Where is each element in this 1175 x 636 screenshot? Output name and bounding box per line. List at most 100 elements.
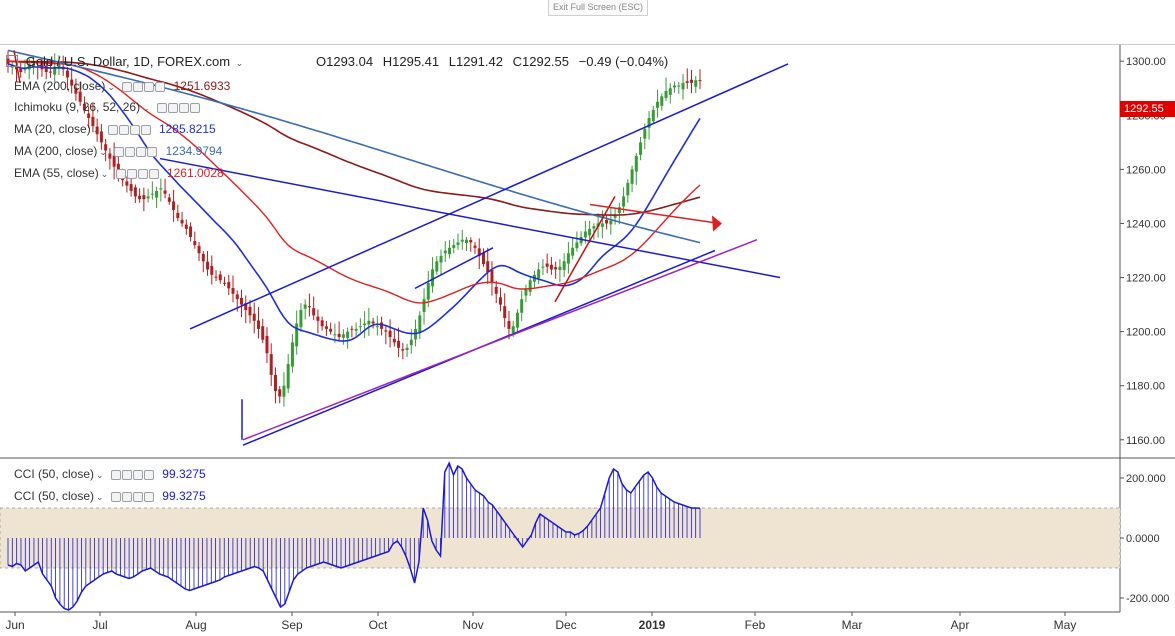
candle-body — [426, 282, 430, 300]
plus-icon[interactable] — [137, 169, 148, 179]
candle-body — [104, 144, 108, 151]
candle-body — [562, 261, 566, 270]
candle-body — [507, 320, 511, 329]
symbol-legend[interactable]: Gold / U.S. Dollar, 1D, FOREX.com ⌄ — [6, 55, 243, 70]
legend-buttons[interactable] — [115, 168, 160, 182]
legend-label: MA (20, close) — [14, 122, 91, 136]
plus-icon[interactable] — [132, 492, 143, 502]
legend-buttons[interactable] — [122, 81, 166, 95]
close-icon[interactable] — [143, 492, 154, 502]
ohlc-high: H1295.41 — [382, 54, 440, 69]
chevron-down-icon[interactable]: ⌄ — [92, 125, 101, 135]
candle-body — [227, 282, 231, 289]
candle-body — [210, 265, 214, 275]
legend-ema55[interactable]: EMA (55, close) ⌄ 1261.0028 — [14, 166, 224, 182]
candle-body — [108, 153, 112, 159]
legend-value: 1261.0028 — [166, 166, 224, 180]
ohlc-close: C1292.55 — [512, 54, 569, 69]
candle-body — [520, 299, 524, 313]
candle-body — [554, 267, 558, 270]
time-tick-label: Dec — [555, 618, 576, 632]
legend-buttons[interactable] — [156, 102, 201, 116]
chevron-down-icon[interactable]: ⌄ — [107, 82, 115, 92]
time-tick-label: 2019 — [639, 618, 666, 632]
legend-value: 1285.8215 — [158, 122, 216, 136]
gear-icon[interactable] — [167, 103, 178, 113]
candle-body — [48, 71, 52, 73]
candle-body — [252, 313, 256, 321]
plus-icon[interactable] — [132, 470, 143, 480]
legend-cci-1[interactable]: CCI (50, close) ⌄ 99.3275 — [14, 467, 206, 483]
time-tick-label: Aug — [185, 618, 206, 632]
chevron-down-icon[interactable]: ⌄ — [100, 169, 109, 179]
candle-body — [333, 334, 337, 336]
legend-ma200[interactable]: MA (200, close) ⌄ 1234.9794 — [14, 144, 222, 160]
candle-body — [418, 315, 422, 333]
gear-icon[interactable] — [126, 169, 137, 179]
close-icon[interactable] — [140, 125, 151, 135]
candle-body — [668, 88, 672, 95]
legend-buttons[interactable] — [110, 491, 155, 505]
cci-tick-label: 200.000 — [1126, 473, 1166, 485]
eye-icon[interactable] — [115, 169, 126, 179]
plus-icon[interactable] — [136, 147, 147, 157]
candle-body — [193, 241, 197, 246]
candle-body — [180, 219, 184, 224]
close-icon[interactable] — [155, 82, 166, 92]
eye-icon[interactable] — [122, 82, 133, 92]
legend-ema200[interactable]: EMA (200, close) ⌄ 1251.6933 — [14, 79, 230, 95]
gear-icon[interactable] — [133, 82, 144, 92]
candle-body — [456, 242, 460, 245]
candle-body — [299, 309, 303, 328]
chevron-down-icon[interactable]: ⌄ — [99, 147, 107, 157]
eye-icon[interactable] — [110, 470, 121, 480]
candle-body — [647, 118, 651, 128]
eye-icon[interactable] — [156, 103, 167, 113]
chevron-down-icon[interactable]: ⌄ — [96, 470, 104, 480]
legend-ichimoku[interactable]: Ichimoku (9, 26, 52, 26) ⌄ — [14, 100, 201, 116]
candle-body — [295, 323, 299, 347]
close-icon[interactable] — [147, 147, 158, 157]
eye-icon[interactable] — [107, 125, 118, 135]
gear-icon[interactable] — [118, 125, 129, 135]
candle-body — [341, 334, 345, 338]
legend-ma20[interactable]: MA (20, close) ⌄ 1285.8215 — [14, 122, 216, 138]
descending-trendline — [159, 157, 781, 279]
candle-body — [223, 282, 227, 284]
time-tick-label: Sep — [281, 618, 303, 632]
legend-cci-2[interactable]: CCI (50, close) ⌄ 99.3275 — [14, 489, 206, 505]
collapse-icon[interactable] — [6, 55, 18, 67]
candle-body — [116, 163, 120, 173]
chevron-down-icon[interactable]: ⌄ — [142, 103, 150, 113]
candle-body — [133, 187, 137, 197]
candle-body — [660, 96, 664, 106]
candle-body — [19, 68, 23, 73]
exit-fullscreen-button[interactable]: Exit Full Screen (ESC) — [548, 0, 649, 16]
candle-body — [677, 85, 681, 87]
legend-label: Ichimoku (9, 26, 52, 26) — [14, 100, 141, 114]
ohlc-change: −0.49 (−0.04%) — [578, 54, 669, 69]
close-icon[interactable] — [189, 103, 200, 113]
candle-body — [265, 335, 269, 354]
time-tick-label: Nov — [462, 618, 483, 632]
eye-icon[interactable] — [114, 147, 125, 157]
plus-icon[interactable] — [129, 125, 140, 135]
candle-body — [163, 190, 167, 194]
gear-icon[interactable] — [121, 470, 132, 480]
chevron-down-icon[interactable]: ⌄ — [96, 492, 104, 502]
eye-icon[interactable] — [110, 492, 121, 502]
gear-icon[interactable] — [125, 147, 136, 157]
close-icon[interactable] — [143, 470, 154, 480]
legend-buttons[interactable] — [110, 469, 155, 483]
legend-buttons[interactable] — [114, 146, 158, 160]
plus-icon[interactable] — [144, 82, 155, 92]
close-icon[interactable] — [148, 169, 159, 179]
gear-icon[interactable] — [121, 492, 132, 502]
legend-buttons[interactable] — [107, 124, 152, 138]
chevron-down-icon[interactable]: ⌄ — [235, 58, 244, 68]
plus-icon[interactable] — [178, 103, 189, 113]
ohlc-open: O1293.04 — [316, 54, 374, 69]
legend-value: 1234.9794 — [165, 144, 223, 158]
candle-body — [303, 304, 307, 309]
